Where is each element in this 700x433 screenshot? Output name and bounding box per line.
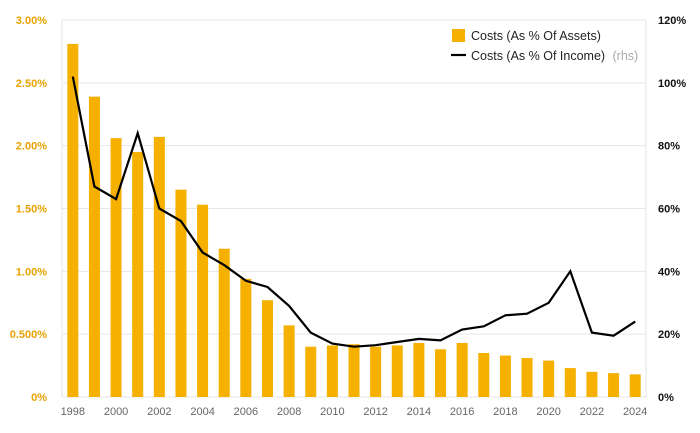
bar-1999 bbox=[88, 96, 100, 397]
legend-line-rhs: (rhs) bbox=[613, 49, 639, 63]
right-tick-label: 20% bbox=[658, 329, 680, 341]
right-tick-label: 60% bbox=[658, 204, 680, 216]
bar-2005 bbox=[218, 248, 230, 397]
bar-2006 bbox=[240, 278, 252, 397]
bar-2000 bbox=[110, 138, 122, 398]
bar-2019 bbox=[521, 358, 533, 397]
right-tick-label: 0% bbox=[658, 392, 674, 404]
x-tick-label: 2024 bbox=[623, 406, 647, 418]
bar-2021 bbox=[564, 368, 576, 397]
bar-series bbox=[67, 43, 641, 398]
legend-bar-swatch bbox=[452, 29, 465, 42]
x-tick-label: 2010 bbox=[320, 406, 344, 418]
x-tick-label: 2012 bbox=[363, 406, 387, 418]
right-tick-label: 120% bbox=[658, 15, 686, 27]
left-axis: 0% 0.500% 1.00% 1.50% 2.00% 2.50% 3.00% bbox=[10, 15, 48, 404]
bar-2023 bbox=[608, 373, 620, 397]
x-tick-label: 2008 bbox=[277, 406, 301, 418]
x-tick-label: 2006 bbox=[234, 406, 258, 418]
left-tick-label: 0.500% bbox=[10, 329, 48, 341]
bar-2004 bbox=[197, 204, 209, 397]
bar-2018 bbox=[499, 355, 511, 397]
bar-2012 bbox=[370, 346, 382, 397]
bar-2016 bbox=[456, 342, 468, 397]
bar-2014 bbox=[413, 342, 425, 397]
bar-2009 bbox=[305, 346, 317, 397]
right-axis: 0% 20% 40% 60% 80% 100% 120% bbox=[658, 15, 686, 404]
left-tick-label: 0% bbox=[31, 392, 47, 404]
grid-lines bbox=[61, 19, 647, 398]
x-tick-label: 2022 bbox=[580, 406, 604, 418]
bar-2008 bbox=[283, 325, 295, 397]
bar-2001 bbox=[132, 151, 144, 397]
x-tick-label: 2002 bbox=[147, 406, 171, 418]
bar-2017 bbox=[478, 353, 490, 397]
bar-2011 bbox=[348, 344, 360, 397]
bar-2007 bbox=[261, 300, 273, 397]
x-tick-label: 2000 bbox=[104, 406, 128, 418]
bar-2003 bbox=[175, 189, 187, 397]
x-axis: 1998 2000 2002 2004 2006 2008 2010 2012 2014 2016… bbox=[61, 406, 648, 418]
bar-2010 bbox=[326, 345, 338, 397]
legend: Costs (As % Of Assets) Costs (As % Of In… bbox=[451, 29, 638, 64]
bar-2013 bbox=[391, 345, 403, 397]
right-tick-label: 40% bbox=[658, 266, 680, 278]
left-tick-label: 3.00% bbox=[16, 15, 47, 27]
legend-line-label: Costs (As % Of Income) bbox=[471, 49, 605, 63]
x-tick-label: 1998 bbox=[61, 406, 85, 418]
x-tick-label: 2016 bbox=[450, 406, 474, 418]
left-tick-label: 2.50% bbox=[16, 78, 47, 90]
right-tick-label: 80% bbox=[658, 141, 680, 153]
line-series bbox=[71, 76, 636, 348]
x-tick-label: 2004 bbox=[190, 406, 214, 418]
bar-2020 bbox=[543, 360, 555, 397]
legend-line-text: Costs (As % Of Income) (rhs) bbox=[471, 47, 638, 64]
x-tick-label: 2018 bbox=[493, 406, 517, 418]
legend-bar-label: Costs (As % Of Assets) bbox=[471, 29, 601, 43]
bar-2022 bbox=[586, 371, 598, 397]
bar-1998 bbox=[67, 43, 79, 397]
bar-2024 bbox=[629, 374, 641, 397]
x-tick-label: 2014 bbox=[407, 406, 431, 418]
right-tick-label: 100% bbox=[658, 78, 686, 90]
bar-2015 bbox=[435, 349, 447, 397]
left-tick-label: 1.00% bbox=[16, 266, 47, 278]
left-tick-label: 1.50% bbox=[16, 204, 47, 216]
x-tick-label: 2020 bbox=[536, 406, 560, 418]
income-cost-line bbox=[71, 76, 636, 348]
bar-2002 bbox=[153, 136, 165, 397]
left-tick-label: 2.00% bbox=[16, 141, 47, 153]
